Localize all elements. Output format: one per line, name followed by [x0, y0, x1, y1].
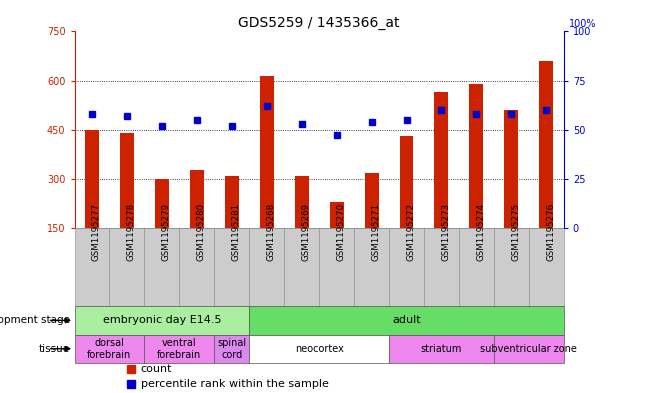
Bar — [284, 228, 319, 306]
Text: embryonic day E14.5: embryonic day E14.5 — [102, 315, 221, 325]
Text: 100%: 100% — [570, 18, 597, 29]
Bar — [249, 306, 564, 334]
Bar — [389, 334, 494, 363]
Bar — [459, 228, 494, 306]
Bar — [529, 228, 564, 306]
Text: GSM1195270: GSM1195270 — [336, 202, 345, 261]
Text: spinal
cord: spinal cord — [217, 338, 246, 360]
Bar — [319, 228, 354, 306]
Text: subventricular zone: subventricular zone — [480, 344, 577, 354]
Text: GSM1195268: GSM1195268 — [267, 202, 275, 261]
Text: count: count — [141, 364, 172, 375]
Text: GSM1195278: GSM1195278 — [127, 202, 136, 261]
Text: adult: adult — [392, 315, 421, 325]
Bar — [494, 334, 564, 363]
Bar — [434, 92, 448, 228]
Text: tissue: tissue — [38, 344, 69, 354]
Bar — [214, 228, 249, 306]
Text: neocortex: neocortex — [295, 344, 343, 354]
Bar — [155, 179, 169, 228]
Bar — [249, 334, 389, 363]
Bar — [469, 84, 483, 228]
Text: GSM1195274: GSM1195274 — [476, 202, 485, 261]
Title: GDS5259 / 1435366_at: GDS5259 / 1435366_at — [238, 17, 400, 30]
Bar — [179, 228, 214, 306]
Text: percentile rank within the sample: percentile rank within the sample — [141, 379, 329, 389]
Bar — [424, 228, 459, 306]
Text: development stage: development stage — [0, 315, 69, 325]
Bar — [260, 75, 273, 228]
Text: GSM1195281: GSM1195281 — [232, 202, 241, 261]
Bar — [354, 228, 389, 306]
Bar — [539, 61, 553, 228]
Bar — [85, 130, 99, 228]
Bar — [75, 228, 110, 306]
Bar — [400, 136, 413, 228]
Text: GSM1195275: GSM1195275 — [511, 202, 520, 261]
Text: GSM1195271: GSM1195271 — [371, 202, 380, 261]
Bar — [190, 171, 204, 228]
Bar — [75, 334, 145, 363]
Text: striatum: striatum — [421, 344, 462, 354]
Bar — [145, 334, 214, 363]
Text: GSM1195269: GSM1195269 — [302, 203, 310, 261]
Bar — [365, 173, 378, 228]
Text: dorsal
forebrain: dorsal forebrain — [87, 338, 132, 360]
Text: GSM1195273: GSM1195273 — [441, 202, 450, 261]
Bar — [249, 228, 284, 306]
Bar — [225, 176, 238, 228]
Text: GSM1195280: GSM1195280 — [197, 202, 206, 261]
Bar — [295, 176, 308, 228]
Text: GSM1195279: GSM1195279 — [162, 203, 171, 261]
Bar — [504, 110, 518, 228]
Bar — [110, 228, 145, 306]
Bar — [75, 306, 249, 334]
Text: GSM1195272: GSM1195272 — [406, 202, 415, 261]
Bar — [214, 334, 249, 363]
Bar — [494, 228, 529, 306]
Bar — [145, 228, 179, 306]
Bar — [330, 202, 343, 228]
Bar — [120, 133, 134, 228]
Text: GSM1195276: GSM1195276 — [546, 202, 555, 261]
Bar — [389, 228, 424, 306]
Text: ventral
forebrain: ventral forebrain — [157, 338, 202, 360]
Text: GSM1195277: GSM1195277 — [92, 202, 101, 261]
